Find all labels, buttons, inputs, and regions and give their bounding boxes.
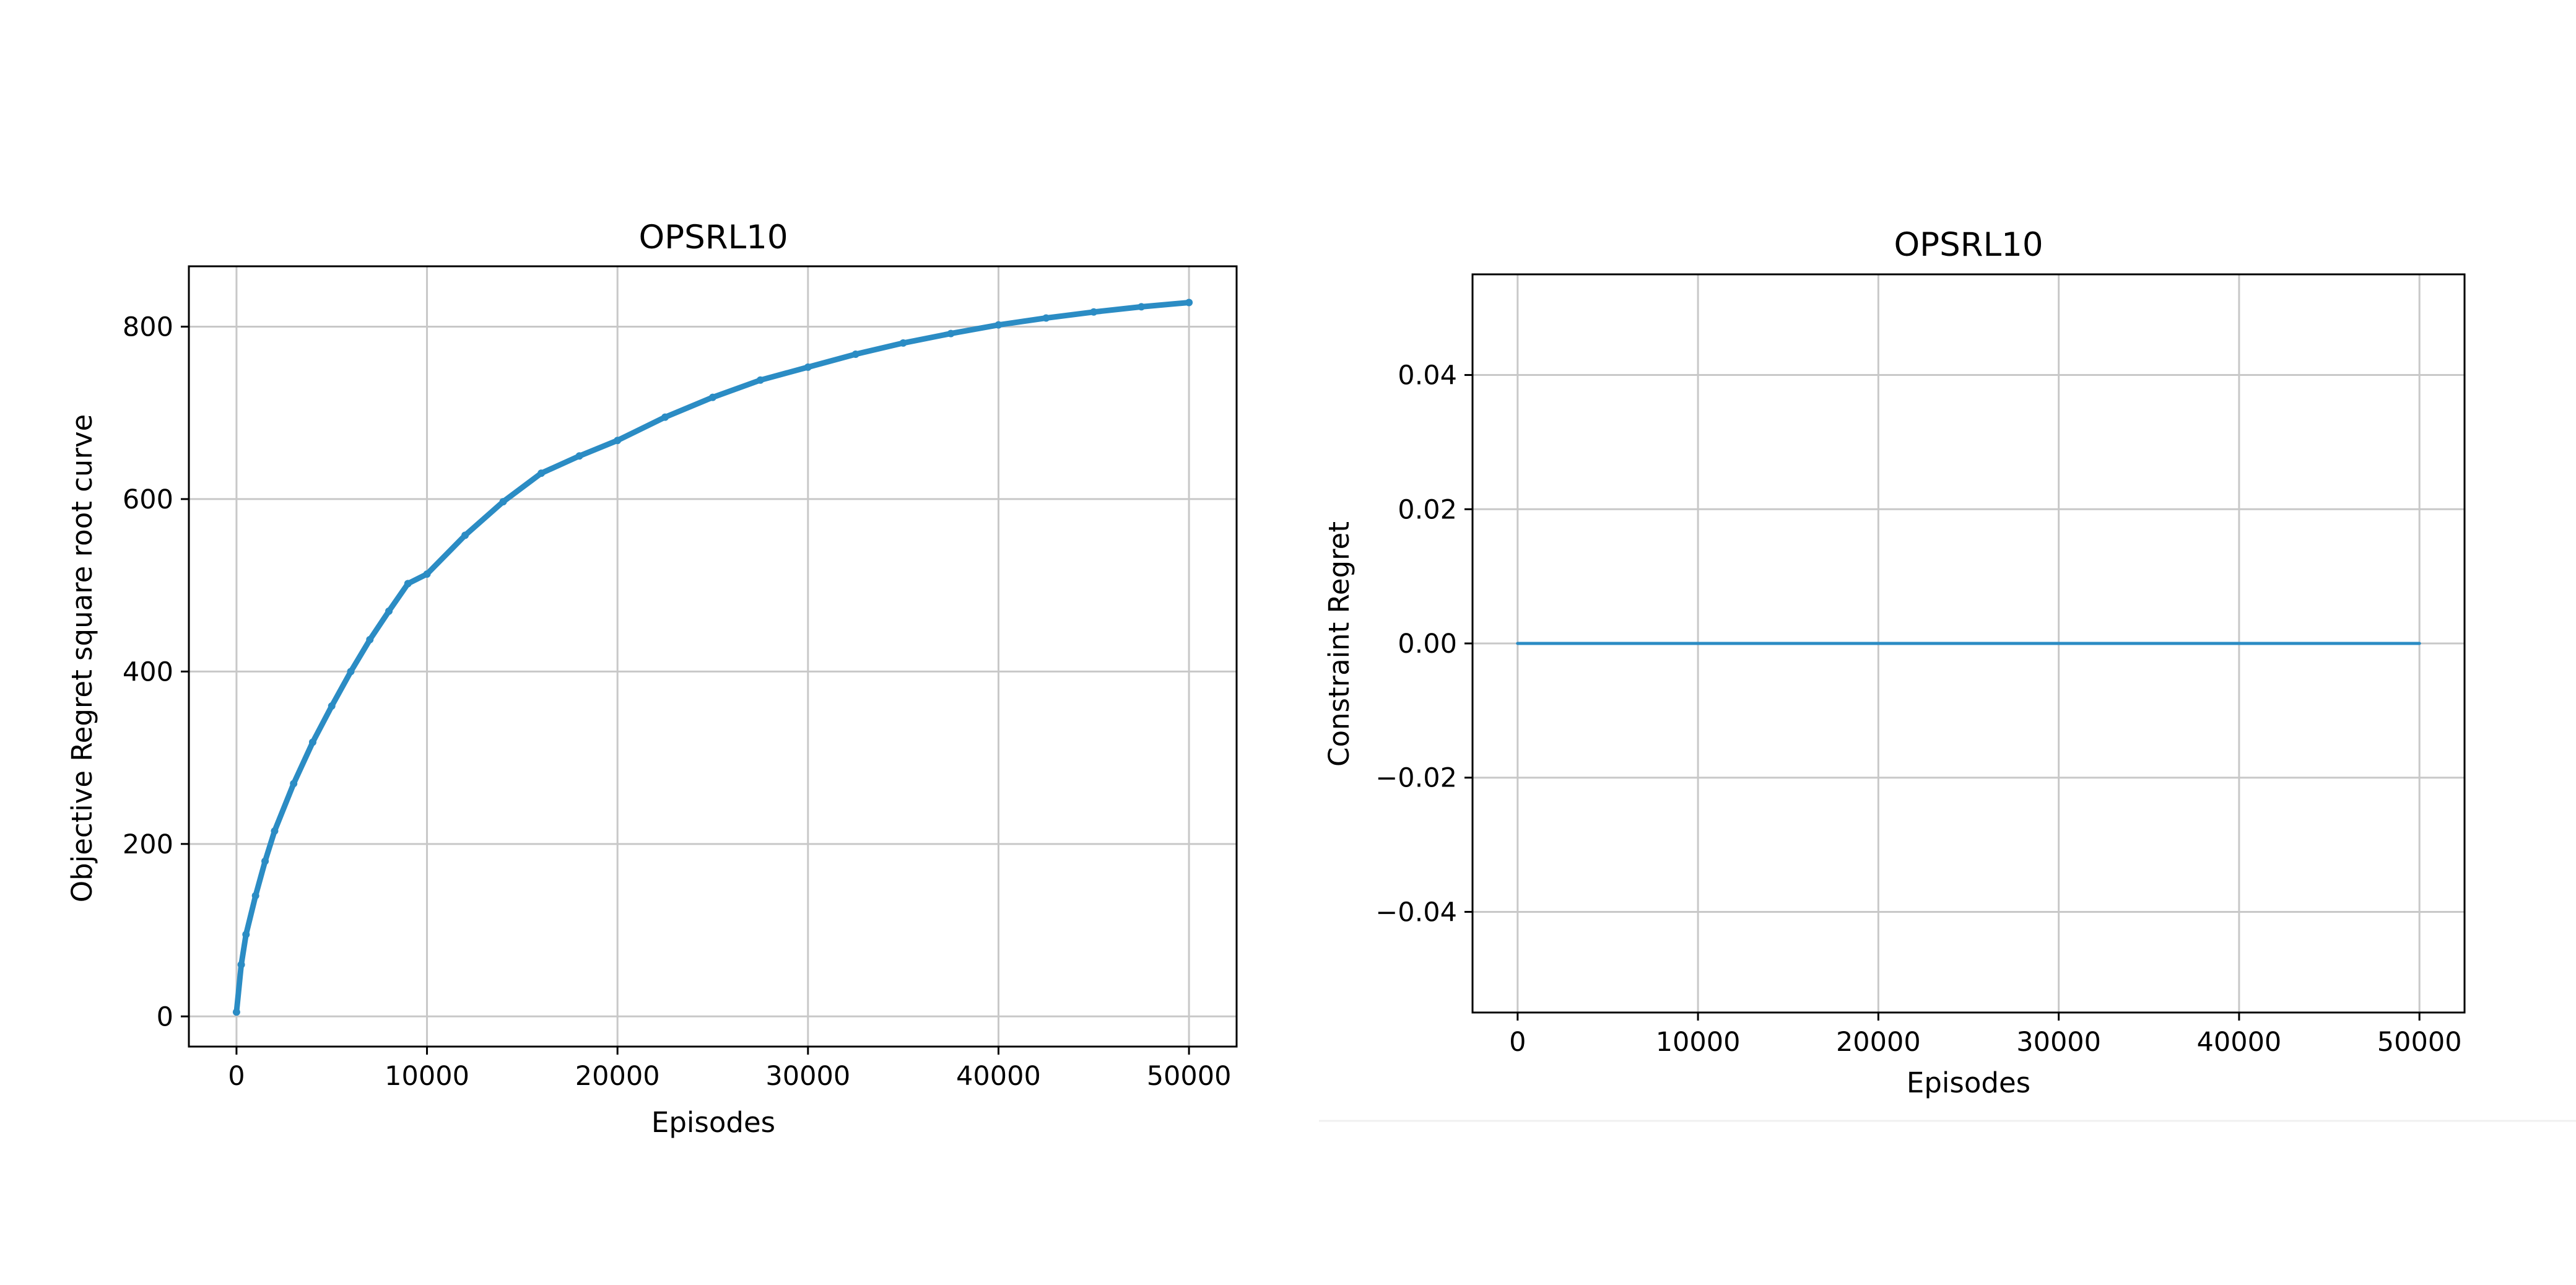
y-axis-label: Objective Regret square root curve [66,414,98,903]
data-point [537,469,546,477]
x-tick-label: 50000 [1147,1061,1232,1092]
data-point [347,668,355,676]
y-tick-label: 400 [123,656,173,687]
data-point [851,351,859,359]
data-point [423,570,431,578]
y-tick-label: 200 [123,829,173,860]
data-point [251,892,259,900]
data-point [290,780,298,788]
y-tick-label: −0.04 [1375,897,1457,928]
y-tick-label: 800 [123,311,173,342]
data-point [575,452,583,460]
y-tick-label: 0 [157,1001,173,1032]
plot-frame [188,265,1238,1048]
data-point [947,329,955,338]
constraint-regret-chart: OPSRL10 Episodes Constraint Regret 0 1000… [1323,226,2466,1099]
y-tick-label: 600 [123,484,173,515]
data-point [709,393,716,401]
chart-title: OPSRL10 [1894,226,2043,264]
data-point [1090,308,1098,316]
data-point [271,827,279,835]
data-point [232,1008,240,1016]
x-tick-label: 10000 [385,1061,469,1092]
data-point [756,376,764,384]
data-point [899,339,907,347]
x-tick-label: 10000 [1656,1027,1741,1058]
data-point [404,580,412,588]
x-tick-label: 30000 [765,1061,850,1092]
data-point [366,635,374,643]
x-axis-label: Episodes [1907,1066,2030,1099]
y-tick-label: 0.04 [1398,360,1457,391]
y-tick-label: 0.00 [1398,629,1457,660]
data-point [242,931,250,939]
x-tick-label: 40000 [2197,1027,2282,1058]
y-tick-label: −0.02 [1375,763,1457,794]
x-tick-label: 40000 [956,1061,1041,1092]
data-point [237,960,245,969]
data-point [308,738,316,746]
x-tick-label: 0 [228,1061,245,1092]
data-point [261,857,269,865]
x-axis-label: Episodes [651,1106,775,1139]
data-point [385,607,393,615]
chart-title: OPSRL10 [638,219,788,256]
x-tick-label: 50000 [2377,1027,2462,1058]
x-tick-label: 0 [1509,1027,1526,1058]
data-point [1185,298,1193,307]
data-point [1138,303,1146,311]
data-point [328,702,336,710]
x-tick-label: 20000 [575,1061,660,1092]
y-axis-label: Constraint Regret [1323,521,1355,767]
data-point [994,321,1003,329]
x-tick-label: 30000 [2016,1027,2101,1058]
data-point [661,413,669,421]
data-point [614,437,622,445]
data-point [1042,314,1050,322]
data-point [804,363,812,371]
data-point [499,498,507,506]
x-tick-label: 20000 [1836,1027,1921,1058]
data-point [461,531,469,539]
objective-regret-chart: OPSRL10 Episodes Objective Regret square… [66,219,1238,1139]
y-tick-label: 0.02 [1398,494,1457,525]
